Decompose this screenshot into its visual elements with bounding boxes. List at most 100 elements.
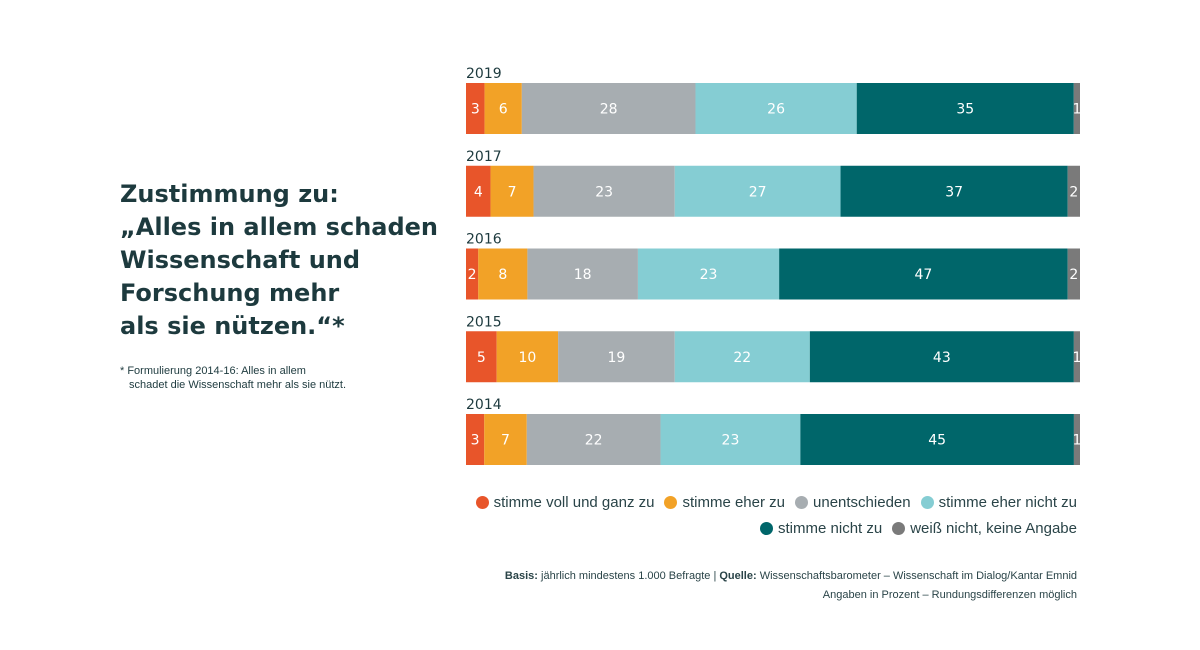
data-label-2017-5: 2 — [1069, 184, 1078, 200]
legend-swatch-weiss-nicht — [892, 522, 906, 535]
bar-segment-2014-4 — [800, 414, 1074, 465]
data-label-2014-3: 23 — [722, 433, 740, 449]
legend-item-voll: stimme voll und ganz zu — [475, 494, 655, 511]
data-label-2017-1: 7 — [508, 184, 517, 200]
legend-swatch-unentschieden — [795, 496, 809, 509]
title-line-1: Zustimmung zu: — [120, 180, 339, 208]
bar-segment-2015-5 — [1073, 331, 1080, 383]
bar-segment-2016-2 — [527, 248, 638, 300]
data-label-2019-1: 6 — [499, 102, 508, 118]
source-note: Angaben in Prozent – Rundungsdifferenzen… — [822, 589, 1077, 601]
data-label-2015-4: 43 — [933, 350, 951, 366]
data-label-2019-4: 35 — [956, 102, 974, 118]
legend-row-1: stimme voll und ganz zu stimme eher zu u… — [466, 494, 1077, 511]
bar-segment-2017-3 — [674, 165, 841, 217]
bar-segment-2019-4 — [856, 83, 1074, 134]
bar-segment-2014-2 — [526, 414, 661, 465]
bar-segment-2019-2 — [521, 83, 696, 134]
bar-segment-2015-2 — [558, 331, 675, 383]
data-label-2017-2: 23 — [595, 184, 613, 200]
data-label-2016-5: 2 — [1069, 267, 1078, 283]
data-label-2014-5: 1 — [1072, 433, 1081, 449]
data-label-2015-5: 1 — [1072, 350, 1081, 366]
legend-label-eher-nicht-zu: stimme eher nicht zu — [938, 494, 1077, 511]
data-label-2019-0: 3 — [471, 102, 480, 118]
data-label-2014-0: 3 — [471, 433, 480, 449]
bar-segment-2014-1 — [484, 414, 527, 465]
bar-segment-2016-4 — [779, 248, 1068, 300]
bar-segment-2015-1 — [496, 331, 559, 383]
bar-segment-2016-5 — [1067, 248, 1080, 300]
bar-segment-2019-1 — [484, 83, 522, 134]
data-label-2016-0: 2 — [468, 267, 477, 283]
footnote-line-2: schadet die Wissenschaft mehr als sie nü… — [129, 379, 347, 391]
basis-text: jährlich mindestens 1.000 Befragte | — [537, 570, 720, 582]
legend-label-eher-zu: stimme eher zu — [682, 494, 786, 511]
legend-item-eher-nicht-zu: stimme eher nicht zu — [920, 494, 1077, 511]
title-line-2: „Alles in allem schaden — [120, 213, 439, 241]
bar-segment-2016-0 — [466, 248, 479, 300]
legend-label-nicht-zu: stimme nicht zu — [778, 520, 883, 537]
title-line-5: als sie nützen.“* — [120, 312, 345, 340]
legend-label-weiss-nicht: weiß nicht, keine Angabe — [910, 520, 1077, 537]
data-label-2015-2: 19 — [608, 350, 626, 366]
data-label-2014-4: 45 — [928, 433, 946, 449]
bar-segment-2014-5 — [1073, 414, 1080, 465]
year-label-2017: 2017 — [466, 149, 502, 165]
bar-segment-2015-4 — [809, 331, 1074, 383]
legend-label-voll: stimme voll und ganz zu — [493, 494, 655, 511]
bar-segment-2017-5 — [1067, 165, 1080, 217]
legend-swatch-eher-nicht-zu — [920, 496, 934, 509]
data-label-2019-3: 26 — [767, 102, 785, 118]
bar-segment-2014-3 — [660, 414, 801, 465]
bar-segment-2016-1 — [478, 248, 528, 300]
data-label-2019-2: 28 — [600, 102, 618, 118]
footnote: * Formulierung 2014-16: Alles in allem s… — [120, 364, 380, 392]
data-label-2016-1: 8 — [498, 267, 507, 283]
data-label-2019-5: 1 — [1072, 102, 1081, 118]
legend-swatch-nicht-zu — [760, 522, 774, 535]
year-label-2016: 2016 — [466, 232, 502, 248]
legend-item-eher-zu: stimme eher zu — [664, 494, 785, 511]
legend-item-weiss-nicht: weiß nicht, keine Angabe — [892, 520, 1077, 537]
bar-segment-2017-2 — [533, 165, 675, 217]
chart-title: Zustimmung zu: „Alles in allem schaden W… — [120, 178, 439, 343]
basis-label: Basis: — [504, 570, 538, 582]
bar-segment-2017-4 — [840, 165, 1068, 217]
data-label-2017-0: 4 — [474, 184, 483, 200]
data-label-2017-3: 27 — [749, 184, 767, 200]
year-label-2015: 2015 — [466, 314, 502, 330]
legend-label-unentschieden: unentschieden — [813, 494, 911, 511]
title-line-4: Forschung mehr — [120, 279, 340, 307]
title-line-3: Wissenschaft und — [120, 246, 361, 274]
legend-item-nicht-zu: stimme nicht zu — [760, 520, 882, 537]
data-label-2015-1: 10 — [518, 350, 536, 366]
data-label-2015-3: 22 — [733, 350, 751, 366]
bar-segment-2017-1 — [490, 165, 534, 217]
legend-item-unentschieden: unentschieden — [795, 494, 911, 511]
data-label-2016-3: 23 — [700, 267, 718, 283]
data-label-2017-4: 37 — [945, 184, 963, 200]
data-label-2014-2: 22 — [585, 433, 603, 449]
quelle-text: Wissenschaftsbarometer – Wissenschaft im… — [756, 570, 1077, 582]
footnote-line-1: * Formulierung 2014-16: Alles in allem — [120, 365, 306, 377]
bar-segment-2019-0 — [466, 83, 485, 134]
bar-segment-2019-3 — [695, 83, 857, 134]
year-label-2019: 2019 — [466, 66, 502, 82]
bar-segment-2015-3 — [674, 331, 810, 383]
legend-swatch-voll — [475, 496, 489, 509]
source-line: Basis: jährlich mindestens 1.000 Befragt… — [505, 570, 1077, 582]
year-label-2014: 2014 — [466, 397, 502, 413]
bar-segment-2014-0 — [466, 414, 485, 465]
data-label-2014-1: 7 — [501, 433, 510, 449]
data-label-2016-2: 18 — [574, 267, 592, 283]
bar-segment-2019-5 — [1073, 83, 1080, 134]
data-label-2016-4: 47 — [915, 267, 933, 283]
data-label-2015-0: 5 — [477, 350, 486, 366]
legend-row-2: stimme nicht zu weiß nicht, keine Angabe — [750, 520, 1077, 537]
bar-segment-2016-3 — [637, 248, 780, 300]
quelle-label: Quelle: — [719, 570, 757, 582]
bar-segment-2015-0 — [466, 331, 497, 383]
legend-swatch-eher-zu — [664, 496, 678, 509]
